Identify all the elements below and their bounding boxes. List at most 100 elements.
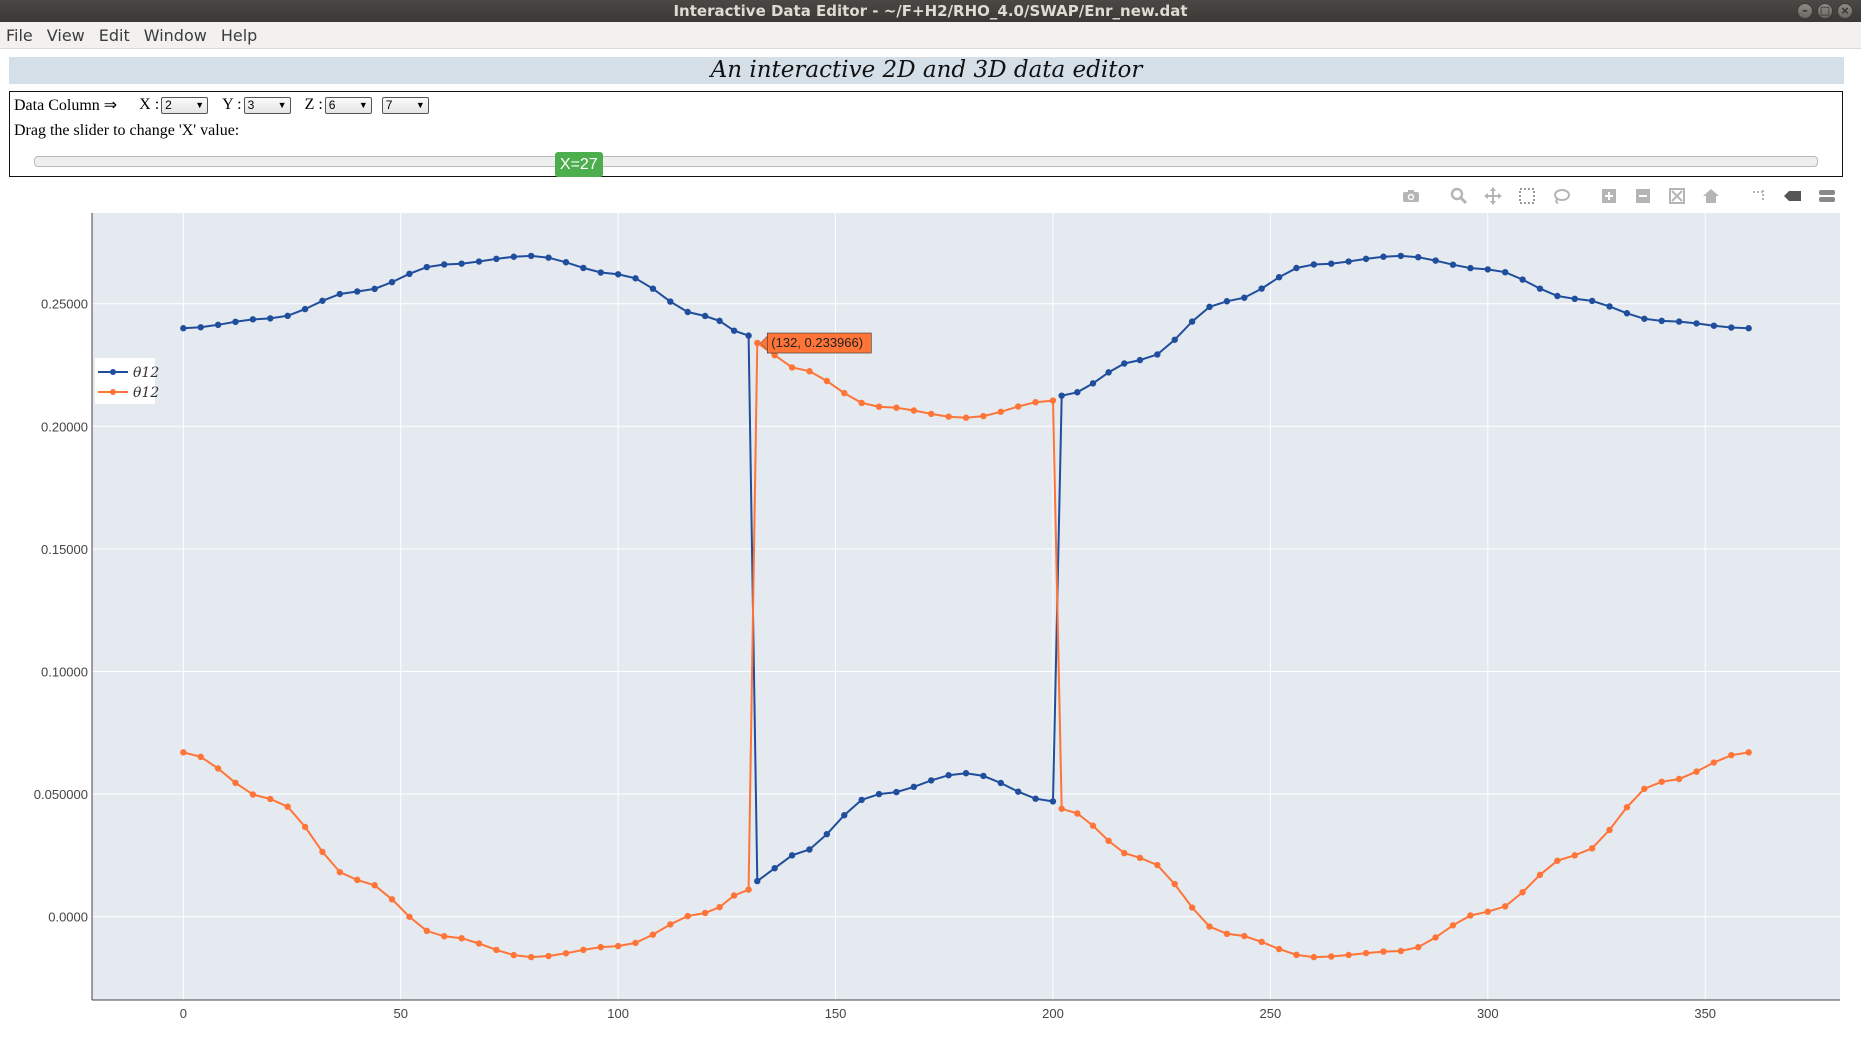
data-point[interactable] <box>597 269 604 276</box>
hover-compare-icon[interactable] <box>1817 186 1837 206</box>
data-point[interactable] <box>1745 325 1752 332</box>
data-point[interactable] <box>1241 294 1248 301</box>
data-point[interactable] <box>1606 303 1613 310</box>
data-point[interactable] <box>371 285 378 293</box>
data-point[interactable] <box>1362 949 1370 957</box>
data-point[interactable] <box>649 931 657 938</box>
data-point[interactable] <box>1675 775 1683 783</box>
data-point[interactable] <box>614 271 622 278</box>
data-point[interactable] <box>745 886 752 893</box>
data-point[interactable] <box>910 783 918 791</box>
data-point[interactable] <box>684 308 691 316</box>
data-point[interactable] <box>928 777 935 784</box>
data-point[interactable] <box>1397 252 1405 260</box>
data-point[interactable] <box>823 377 831 385</box>
data-point[interactable] <box>1641 785 1648 793</box>
data-point[interactable] <box>1675 318 1683 325</box>
data-point[interactable] <box>875 790 883 798</box>
data-point[interactable] <box>458 935 465 942</box>
data-point[interactable] <box>406 270 413 278</box>
data-point[interactable] <box>475 258 483 265</box>
data-point[interactable] <box>1536 285 1544 292</box>
data-point[interactable] <box>214 765 222 772</box>
data-point[interactable] <box>1693 768 1700 775</box>
menu-window[interactable]: Window <box>143 25 207 45</box>
extra-column-select[interactable]: 7 ▼ <box>381 96 429 114</box>
data-point[interactable] <box>458 260 465 267</box>
data-point[interactable] <box>1258 938 1265 946</box>
data-point[interactable] <box>1415 253 1422 261</box>
data-point[interactable] <box>301 823 309 831</box>
data-point[interactable] <box>545 952 552 960</box>
data-point[interactable] <box>493 946 500 954</box>
data-point[interactable] <box>1588 297 1596 305</box>
zoom-icon[interactable] <box>1449 186 1469 206</box>
data-point[interactable] <box>1188 904 1196 911</box>
data-point[interactable] <box>423 263 431 271</box>
data-point[interactable] <box>1171 880 1178 888</box>
data-point[interactable] <box>1571 295 1578 303</box>
data-point[interactable] <box>1345 951 1352 959</box>
menu-file[interactable]: File <box>6 25 33 45</box>
data-point[interactable] <box>1154 351 1161 358</box>
data-point[interactable] <box>1380 948 1387 955</box>
data-point[interactable] <box>1728 751 1735 759</box>
data-point[interactable] <box>1136 356 1144 364</box>
data-point[interactable] <box>632 275 639 282</box>
data-point[interactable] <box>232 779 239 787</box>
data-point[interactable] <box>1710 322 1718 329</box>
data-point[interactable] <box>180 325 187 332</box>
data-point[interactable] <box>1501 268 1509 276</box>
data-point[interactable] <box>1058 392 1065 399</box>
series-2[interactable] <box>180 339 1752 961</box>
data-point[interactable] <box>893 404 900 411</box>
data-point[interactable] <box>1275 945 1283 953</box>
data-point[interactable] <box>910 407 918 414</box>
hover-closest-icon[interactable] <box>1783 186 1803 206</box>
data-point[interactable] <box>1345 258 1352 265</box>
data-point[interactable] <box>336 290 344 298</box>
plot-area[interactable] <box>92 213 1840 1000</box>
data-point[interactable] <box>1658 317 1665 325</box>
data-point[interactable] <box>388 278 396 286</box>
data-point[interactable] <box>1089 822 1097 829</box>
data-point[interactable] <box>858 796 865 804</box>
data-point[interactable] <box>945 413 952 420</box>
data-point[interactable] <box>997 779 1004 787</box>
x-slider-track[interactable] <box>34 156 1818 167</box>
data-point[interactable] <box>716 903 723 911</box>
data-point[interactable] <box>406 913 413 920</box>
data-point[interactable] <box>249 791 257 798</box>
data-point[interactable] <box>597 943 604 951</box>
data-point[interactable] <box>701 312 709 320</box>
data-point[interactable] <box>1710 759 1718 766</box>
data-point[interactable] <box>388 896 396 903</box>
data-point[interactable] <box>1049 798 1057 805</box>
data-point[interactable] <box>284 803 291 810</box>
data-point[interactable] <box>632 939 639 947</box>
data-point[interactable] <box>1397 947 1405 955</box>
data-point[interactable] <box>510 951 517 959</box>
data-point[interactable] <box>354 876 361 884</box>
data-point[interactable] <box>1432 934 1439 941</box>
data-point[interactable] <box>730 327 738 334</box>
data-point[interactable] <box>1380 253 1387 260</box>
box-select-icon[interactable] <box>1517 186 1537 206</box>
data-point[interactable] <box>1206 923 1213 930</box>
data-point[interactable] <box>1014 788 1022 795</box>
close-icon[interactable]: × <box>1837 3 1853 19</box>
data-point[interactable] <box>475 940 483 947</box>
data-point[interactable] <box>1536 871 1544 879</box>
data-point[interactable] <box>1484 908 1491 915</box>
data-point[interactable] <box>1014 403 1022 410</box>
data-point[interactable] <box>1310 261 1318 268</box>
data-point[interactable] <box>614 942 622 950</box>
data-point[interactable] <box>1554 857 1561 864</box>
data-point[interactable] <box>510 253 517 260</box>
data-point[interactable] <box>1049 397 1057 404</box>
data-point[interactable] <box>788 852 796 859</box>
data-point[interactable] <box>684 912 691 920</box>
camera-icon[interactable] <box>1401 186 1421 206</box>
data-point[interactable] <box>667 298 674 305</box>
data-point[interactable] <box>1258 285 1265 292</box>
